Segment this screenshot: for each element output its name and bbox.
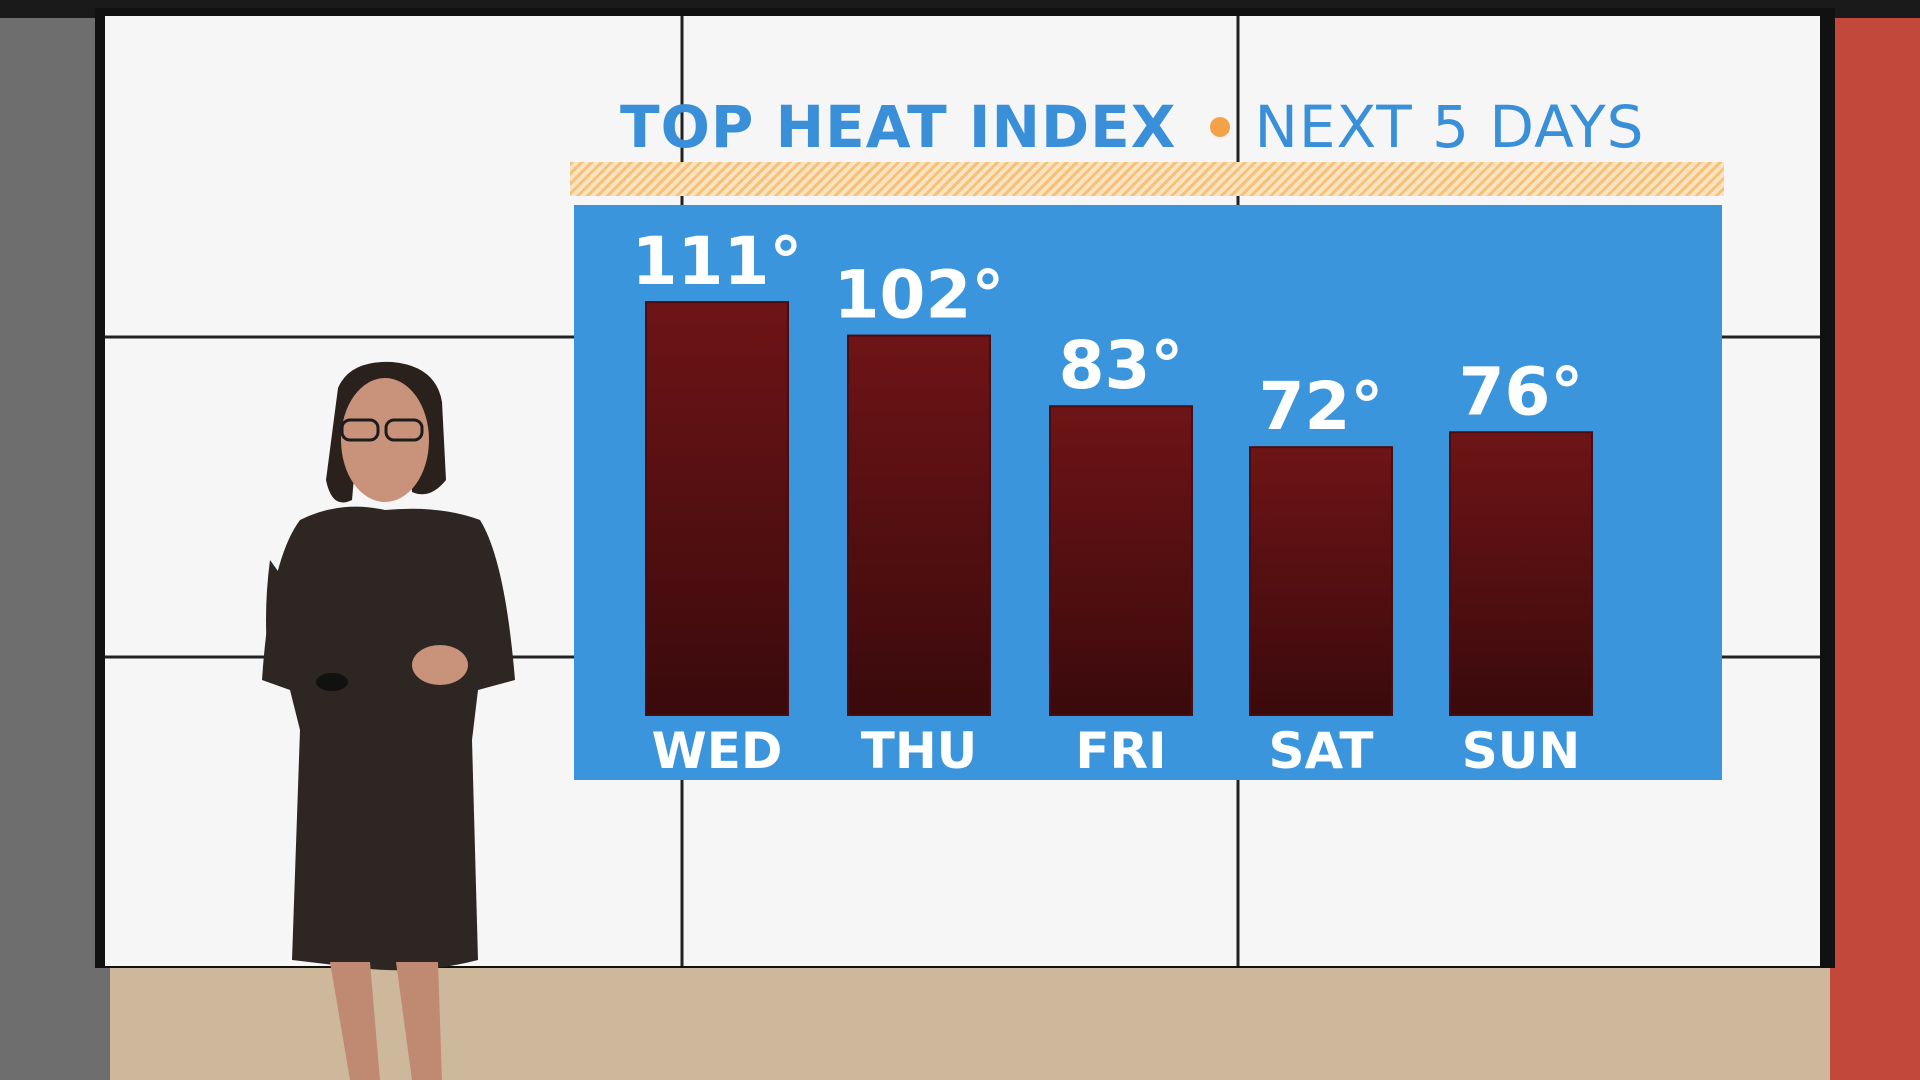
bar-sat [1249, 446, 1393, 716]
bar-wed [645, 301, 789, 717]
left-studio-wall [0, 0, 110, 1080]
category-label-sat: SAT [1269, 722, 1374, 780]
value-label-wed: 111° [632, 223, 803, 300]
value-label-fri: 83° [1059, 327, 1184, 404]
category-label-thu: THU [861, 722, 978, 780]
category-label-wed: WED [652, 722, 783, 780]
bar-fri [1049, 405, 1193, 717]
value-label-sun: 76° [1459, 353, 1584, 430]
value-label-thu: 102° [834, 257, 1005, 334]
chart-subtitle: NEXT 5 DAYS [1254, 93, 1645, 161]
chart-title-text: TOP HEAT INDEX [620, 93, 1177, 161]
bar-thu [847, 334, 991, 716]
category-label-fri: FRI [1075, 722, 1166, 780]
presenter-legs [330, 962, 442, 1080]
presenter-dress [262, 506, 515, 971]
chart-title: TOP HEAT INDEX NEXT 5 DAYS [620, 92, 1670, 162]
presenter-face [341, 378, 429, 502]
bar-sun [1449, 431, 1593, 716]
presenter-arm [266, 560, 306, 690]
right-studio-wall [1830, 0, 1920, 1080]
clicker-icon [316, 673, 348, 691]
category-label-sun: SUN [1462, 722, 1580, 780]
presenter-glasses [384, 418, 424, 442]
accent-dot-icon [1210, 117, 1231, 137]
presenter-glasses [340, 418, 380, 442]
presenter-hand [412, 645, 468, 685]
floor-riser [110, 968, 1830, 1080]
value-label-sat: 72° [1259, 368, 1384, 445]
heat-index-chart: 111° WED 102° THU 83° FRI 72° SAT 76° SUN [574, 205, 1722, 780]
hatched-stripe [570, 162, 1724, 196]
